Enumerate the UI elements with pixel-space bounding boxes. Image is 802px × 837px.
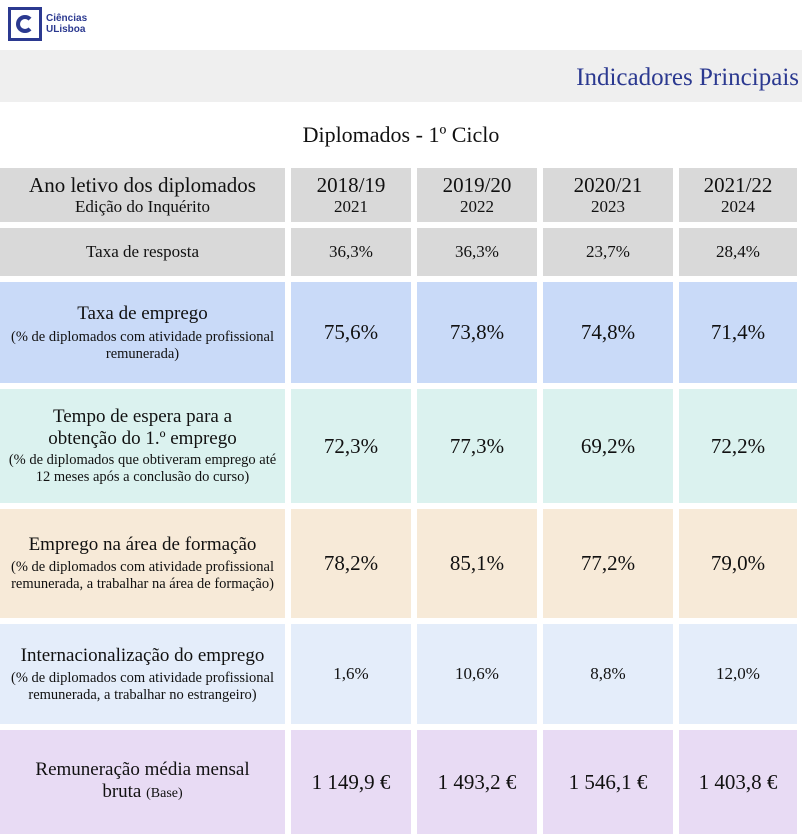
header-label-cell: Ano letivo dos diplomados Edição do Inqu… xyxy=(0,168,285,222)
header-edition: 2023 xyxy=(591,197,625,216)
value-cell: 77,3% xyxy=(417,389,537,503)
value-cell: 79,0% xyxy=(679,509,797,618)
page-title: Indicadores Principais xyxy=(576,64,799,91)
row-title-block: Remuneração média mensal bruta (Base) xyxy=(22,759,263,805)
row-title: Tempo de espera para a obtenção do 1.º e… xyxy=(48,406,237,449)
row-label-taxa-emprego: Taxa de emprego (% de diplomados com ati… xyxy=(0,282,285,383)
header-year: 2020/21 xyxy=(573,173,643,197)
header-col-2019-20: 2019/20 2022 xyxy=(417,168,537,222)
header-edition: 2024 xyxy=(721,197,755,216)
logo-c-icon xyxy=(8,7,42,41)
header-label: Ano letivo dos diplomados xyxy=(29,173,256,197)
value-cell: 77,2% xyxy=(543,509,673,618)
header-year: 2021/22 xyxy=(703,173,773,197)
value-cell: 23,7% xyxy=(543,228,673,276)
row-title: Emprego na área de formação xyxy=(28,534,257,555)
value-cell: 36,3% xyxy=(291,228,411,276)
value-cell: 71,4% xyxy=(679,282,797,383)
ciencias-ulisboa-logo[interactable]: Ciências ULisboa xyxy=(8,7,87,41)
value-cell: 10,6% xyxy=(417,624,537,724)
header-year: 2018/19 xyxy=(316,173,386,197)
row-title: Internacionalização do emprego xyxy=(20,644,265,666)
header-band xyxy=(0,50,802,102)
row-label-remuneracao: Remuneração média mensal bruta (Base) xyxy=(0,730,285,834)
header-sublabel: Edição do Inquérito xyxy=(74,197,210,216)
value-cell: 1 149,9 € xyxy=(291,730,411,834)
header-col-2018-19: 2018/19 2021 xyxy=(291,168,411,222)
row-note: (% de diplomados com atividade profissio… xyxy=(11,669,274,703)
row-label-internacionalizacao: Internacionalização do emprego (% de dip… xyxy=(0,624,285,724)
value-cell: 75,6% xyxy=(291,282,411,383)
row-label-tempo-espera: Tempo de espera para a obtenção do 1.º e… xyxy=(0,389,285,503)
value-cell: 78,2% xyxy=(291,509,411,618)
value-cell: 69,2% xyxy=(543,389,673,503)
header-edition: 2021 xyxy=(334,197,368,216)
value-cell: 85,1% xyxy=(417,509,537,618)
row-title: Taxa de resposta xyxy=(85,242,200,261)
value-cell: 74,8% xyxy=(543,282,673,383)
value-cell: 36,3% xyxy=(417,228,537,276)
row-note: (% de diplomados com atividade profissio… xyxy=(11,328,274,362)
value-cell: 12,0% xyxy=(679,624,797,724)
row-note: (Base) xyxy=(146,786,183,801)
value-cell: 1 493,2 € xyxy=(417,730,537,834)
row-note: (% de diplomados com atividade profissio… xyxy=(11,559,274,592)
row-note: (% de diplomados que obtiveram emprego a… xyxy=(8,452,277,485)
value-cell: 72,3% xyxy=(291,389,411,503)
row-title: Taxa de emprego xyxy=(77,302,208,324)
header-col-2021-22: 2021/22 2024 xyxy=(679,168,797,222)
table-subtitle: Diplomados - 1º Ciclo xyxy=(302,122,500,147)
value-cell: 72,2% xyxy=(679,389,797,503)
row-title: Remuneração média mensal bruta xyxy=(35,759,250,802)
value-cell: 8,8% xyxy=(543,624,673,724)
header-year: 2019/20 xyxy=(442,173,512,197)
logo-text: Ciências ULisboa xyxy=(46,13,87,35)
row-label-taxa-resposta: Taxa de resposta xyxy=(0,228,285,276)
value-cell: 73,8% xyxy=(417,282,537,383)
logo-line-2: ULisboa xyxy=(46,24,86,35)
header-edition: 2022 xyxy=(460,197,494,216)
header-col-2020-21: 2020/21 2023 xyxy=(543,168,673,222)
value-cell: 1 403,8 € xyxy=(679,730,797,834)
logo-line-1: Ciências xyxy=(46,13,88,24)
value-cell: 1 546,1 € xyxy=(543,730,673,834)
value-cell: 28,4% xyxy=(679,228,797,276)
row-label-emprego-area: Emprego na área de formação (% de diplom… xyxy=(0,509,285,618)
value-cell: 1,6% xyxy=(291,624,411,724)
